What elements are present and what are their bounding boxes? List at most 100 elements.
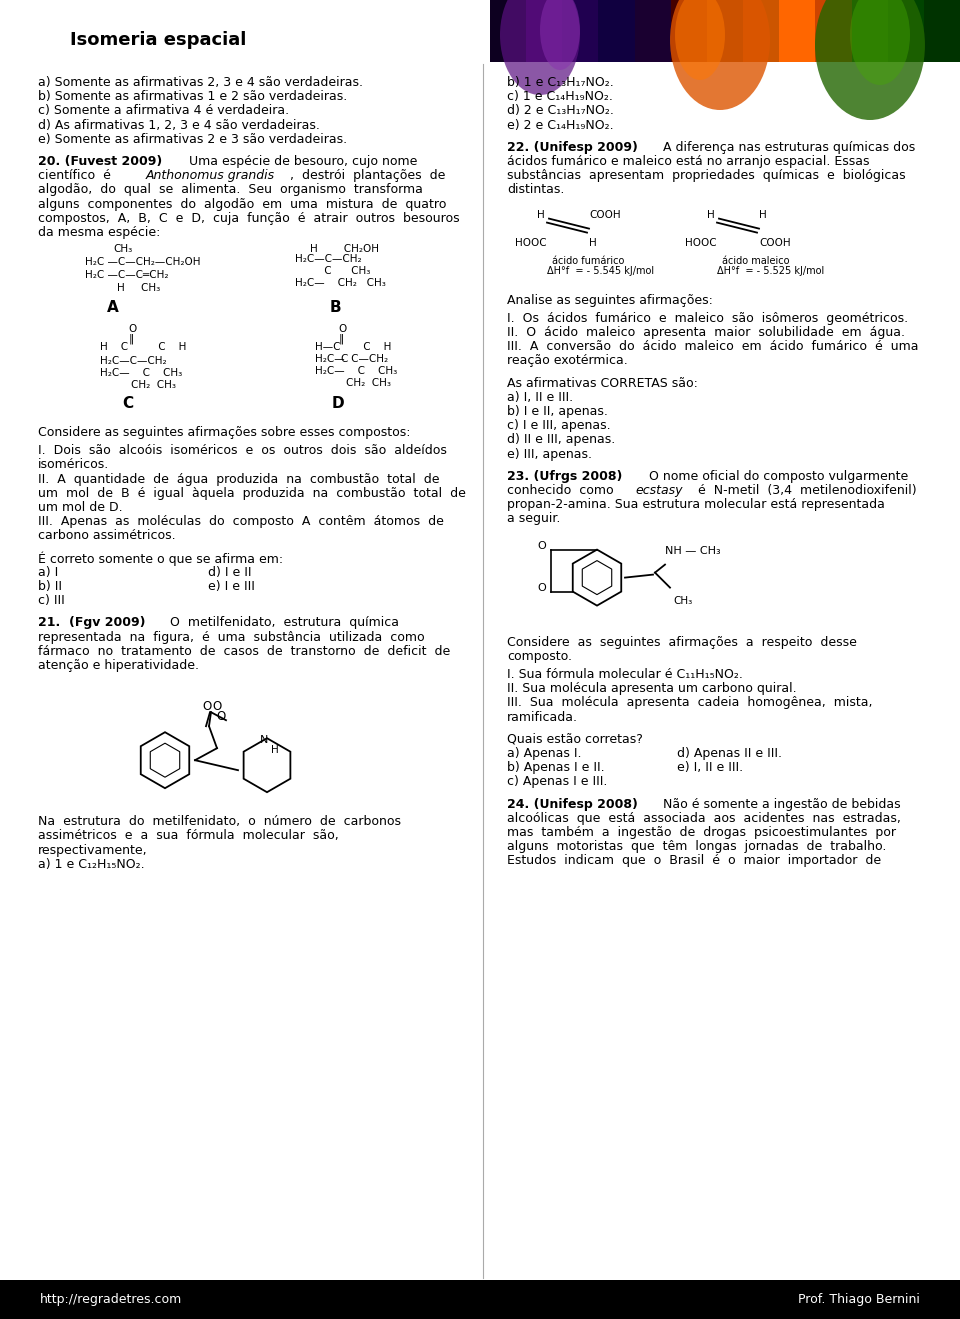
Text: Quais estão corretas?: Quais estão corretas? (507, 733, 643, 745)
Text: H: H (707, 210, 715, 219)
Text: a) I: a) I (38, 566, 59, 579)
Text: O: O (338, 324, 347, 334)
Text: A diferença nas estruturas químicas dos: A diferença nas estruturas químicas dos (655, 141, 915, 154)
Text: 23. (Ufrgs 2008): 23. (Ufrgs 2008) (507, 470, 622, 483)
Text: Na  estrutura  do  metilfenidato,  o  número  de  carbonos: Na estrutura do metilfenidato, o número … (38, 815, 401, 828)
Text: Estudos  indicam  que  o  Brasil  é  o  maior  importador  de: Estudos indicam que o Brasil é o maior i… (507, 855, 881, 868)
Text: e) I e III: e) I e III (208, 580, 254, 594)
Text: assimétricos  e  a  sua  fórmula  molecular  são,: assimétricos e a sua fórmula molecular s… (38, 830, 339, 843)
Text: da mesma espécie:: da mesma espécie: (38, 226, 160, 239)
Text: fármaco  no  tratamento  de  casos  de  transtorno  de  deficit  de: fármaco no tratamento de casos de transt… (38, 645, 450, 658)
Bar (490, 0, 526, 62)
Text: conhecido  como: conhecido como (507, 484, 617, 497)
Text: 24. (Unifesp 2008): 24. (Unifesp 2008) (507, 798, 637, 811)
Text: H₂C —C—CH₂—CH₂OH: H₂C —C—CH₂—CH₂OH (85, 257, 201, 266)
Text: O: O (203, 699, 211, 712)
Text: Anthonomus grandis: Anthonomus grandis (146, 169, 276, 182)
Text: H: H (271, 745, 278, 756)
Text: NH — CH₃: NH — CH₃ (665, 546, 721, 555)
Bar (490, 0, 960, 62)
Text: respectivamente,: respectivamente, (38, 844, 148, 856)
Text: algodão,  do  qual  se  alimenta.  Seu  organismo  transforma: algodão, do qual se alimenta. Seu organi… (38, 183, 422, 197)
Text: H: H (589, 237, 597, 248)
Text: ‖: ‖ (129, 334, 134, 344)
Text: C: C (123, 396, 133, 412)
Text: COOH: COOH (759, 237, 791, 248)
Text: c) 1 e C₁₄H₁₉NO₂.: c) 1 e C₁₄H₁₉NO₂. (507, 90, 612, 103)
Text: alcoólicas  que  está  associada  aos  acidentes  nas  estradas,: alcoólicas que está associada aos aciden… (507, 811, 900, 824)
Text: c) I e III, apenas.: c) I e III, apenas. (507, 419, 611, 433)
Text: c) III: c) III (38, 594, 64, 607)
Text: compostos,  A,  B,  C  e  D,  cuja  função  é  atrair  outros  besouros: compostos, A, B, C e D, cuja função é at… (38, 212, 460, 224)
Text: HOOC: HOOC (685, 237, 716, 248)
Bar (0, 1279, 960, 1319)
Text: III.  A  conversão  do  ácido  maleico  em  ácido  fumárico  é  uma: III. A conversão do ácido maleico em áci… (507, 340, 919, 353)
Text: O: O (128, 324, 136, 334)
Bar (924, 0, 960, 62)
Bar (0, 0, 490, 62)
Text: alguns  componentes  do  algodão  em  uma  mistura  de  quatro: alguns componentes do algodão em uma mis… (38, 198, 446, 211)
Ellipse shape (500, 0, 580, 95)
Bar (888, 0, 924, 62)
Text: b) II: b) II (38, 580, 62, 594)
Text: O nome oficial do composto vulgarmente: O nome oficial do composto vulgarmente (641, 470, 908, 483)
Text: a seguir.: a seguir. (507, 512, 561, 525)
Text: um  mol  de  B  é  igual  àquela  produzida  na  combustão  total  de: um mol de B é igual àquela produzida na … (38, 487, 466, 500)
Bar (635, 0, 671, 62)
Text: a) Apenas I.: a) Apenas I. (507, 747, 582, 760)
Text: substâncias  apresentam  propriedades  químicas  e  biológicas: substâncias apresentam propriedades quím… (507, 169, 905, 182)
Bar (852, 0, 888, 62)
Text: As afirmativas CORRETAS são:: As afirmativas CORRETAS são: (507, 377, 698, 389)
Text: Não é somente a ingestão de bebidas: Não é somente a ingestão de bebidas (655, 798, 900, 811)
Text: ácido fumárico: ácido fumárico (552, 256, 624, 265)
Text: b) Somente as afirmativas 1 e 2 são verdadeiras.: b) Somente as afirmativas 1 e 2 são verd… (38, 90, 348, 103)
Bar (815, 0, 852, 62)
Text: b) Apenas I e II.: b) Apenas I e II. (507, 761, 605, 774)
Text: É correto somente o que se afirma em:: É correto somente o que se afirma em: (38, 551, 283, 566)
Text: II. Sua molécula apresenta um carbono quiral.: II. Sua molécula apresenta um carbono qu… (507, 682, 797, 695)
Text: Considere  as  seguintes  afirmações  a  respeito  desse: Considere as seguintes afirmações a resp… (507, 636, 857, 649)
Text: carbono assimétricos.: carbono assimétricos. (38, 529, 176, 542)
Text: CH₂  CH₃: CH₂ CH₃ (333, 379, 391, 388)
Text: H₂C—  C—CH₂: H₂C— C—CH₂ (315, 353, 388, 364)
Text: científico  é: científico é (38, 169, 119, 182)
Text: O: O (537, 541, 545, 550)
Text: H₂C—    C    CH₃: H₂C— C CH₃ (315, 365, 397, 376)
Text: b) 1 e C₁₃H₁₇NO₂.: b) 1 e C₁₃H₁₇NO₂. (507, 77, 613, 88)
Text: I.  Os  ácidos  fumárico  e  maleico  são  isômeros  geométricos.: I. Os ácidos fumárico e maleico são isôm… (507, 311, 908, 324)
Text: II.  A  quantidade  de  água  produzida  na  combustão  total  de: II. A quantidade de água produzida na co… (38, 472, 440, 485)
Text: ecstasy: ecstasy (635, 484, 683, 497)
Text: H₂C —C—C═CH₂: H₂C —C—C═CH₂ (85, 270, 169, 280)
Text: e) 2 e C₁₄H₁₉NO₂.: e) 2 e C₁₄H₁₉NO₂. (507, 119, 613, 132)
Text: O: O (216, 710, 226, 723)
Text: d) As afirmativas 1, 2, 3 e 4 são verdadeiras.: d) As afirmativas 1, 2, 3 e 4 são verdad… (38, 119, 320, 132)
Text: b) I e II, apenas.: b) I e II, apenas. (507, 405, 608, 418)
Text: HOOC: HOOC (515, 237, 546, 248)
Text: e) I, II e III.: e) I, II e III. (677, 761, 743, 774)
Text: III.  Sua  molécula  apresenta  cadeia  homogênea,  mista,: III. Sua molécula apresenta cadeia homog… (507, 696, 873, 710)
Text: é  N-metil  (3,4  metilenodioxifenil): é N-metil (3,4 metilenodioxifenil) (690, 484, 917, 497)
Text: d) 2 e C₁₃H₁₇NO₂.: d) 2 e C₁₃H₁₇NO₂. (507, 104, 613, 117)
Text: II.  O  ácido  maleico  apresenta  maior  solubilidade  em  água.: II. O ácido maleico apresenta maior solu… (507, 326, 905, 339)
Text: O: O (212, 700, 222, 714)
Text: ,  destrói  plantações  de: , destrói plantações de (290, 169, 445, 182)
Text: H        CH₂OH: H CH₂OH (310, 244, 379, 255)
Text: 22. (Unifesp 2009): 22. (Unifesp 2009) (507, 141, 637, 154)
Ellipse shape (540, 0, 580, 70)
Text: isoméricos.: isoméricos. (38, 459, 109, 471)
Text: Analise as seguintes afirmações:: Analise as seguintes afirmações: (507, 294, 713, 306)
Text: reação exotérmica.: reação exotérmica. (507, 355, 628, 368)
Bar (563, 0, 598, 62)
Text: 20. (Fuvest 2009): 20. (Fuvest 2009) (38, 156, 162, 168)
Text: H—C       C    H: H—C C H (315, 342, 392, 352)
Text: d) II e III, apenas.: d) II e III, apenas. (507, 434, 615, 446)
Text: H₂C—    C    CH₃: H₂C— C CH₃ (100, 368, 182, 379)
Text: H    C: H C (100, 342, 128, 352)
Text: http://regradetres.com: http://regradetres.com (40, 1293, 182, 1306)
Text: c) Apenas I e III.: c) Apenas I e III. (507, 776, 608, 789)
Text: C      CH₃: C CH₃ (295, 266, 371, 276)
Text: mas  também  a  ingestão  de  drogas  psicoestimulantes  por: mas também a ingestão de drogas psicoest… (507, 826, 896, 839)
Text: H₂C—C—CH₂: H₂C—C—CH₂ (100, 356, 167, 365)
Bar (671, 0, 707, 62)
Text: H     CH₃: H CH₃ (117, 284, 160, 293)
